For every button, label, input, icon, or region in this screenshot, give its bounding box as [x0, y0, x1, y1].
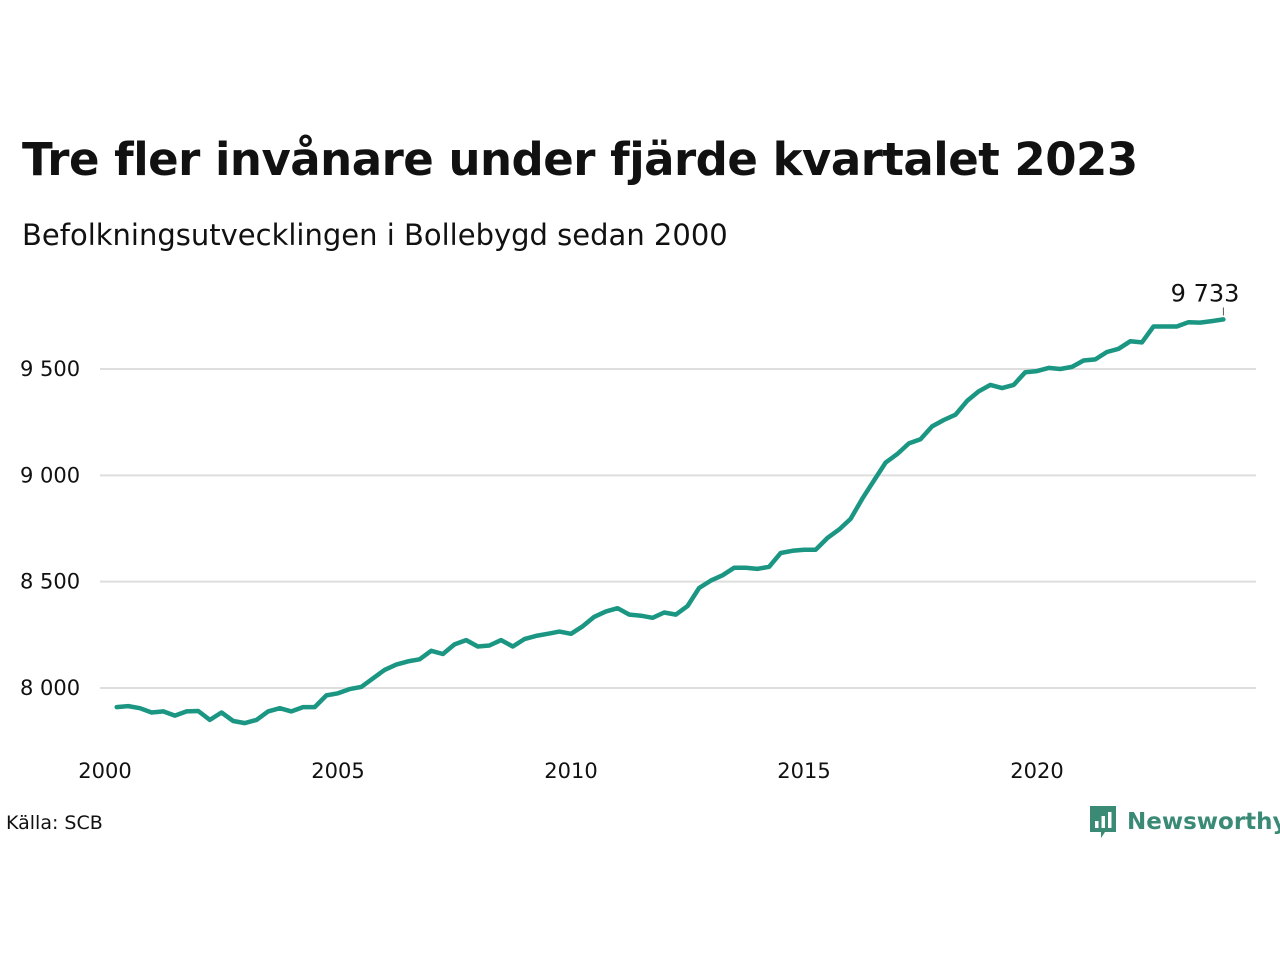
chart-subtitle: Befolkningsutvecklingen i Bollebygd seda… — [22, 218, 728, 252]
y-axis-ticks: 8 000 8 500 9 000 9 500 — [20, 357, 80, 700]
y-tick-label: 8 000 — [20, 676, 80, 700]
chart-title: Tre fler invånare under fjärde kvartalet… — [22, 133, 1138, 186]
x-tick-label: 2015 — [777, 759, 830, 783]
end-annotation: 9 733 — [1171, 279, 1240, 316]
source-note: Källa: SCB — [6, 812, 103, 834]
y-tick-label: 9 000 — [20, 463, 80, 487]
x-tick-label: 2020 — [1010, 759, 1063, 783]
x-axis-ticks: 2000 2005 2010 2015 2020 — [78, 759, 1063, 783]
series-line — [114, 317, 1226, 726]
y-tick-label: 8 500 — [20, 570, 80, 594]
brand-logo[interactable]: Newsworthy — [1088, 804, 1280, 840]
line-chart: 8 000 8 500 9 000 9 500 2000 2005 2010 2015 202… — [20, 279, 1256, 783]
x-tick-label: 2010 — [544, 759, 597, 783]
gridlines — [100, 367, 1256, 689]
brand-name: Newsworthy — [1127, 809, 1280, 835]
y-tick-label: 9 500 — [20, 357, 80, 381]
series-layer — [114, 317, 1226, 726]
x-tick-label: 2000 — [78, 759, 131, 783]
x-tick-label: 2005 — [311, 759, 364, 783]
end-value-label: 9 733 — [1171, 279, 1240, 307]
newsworthy-logo-icon — [1090, 806, 1116, 838]
